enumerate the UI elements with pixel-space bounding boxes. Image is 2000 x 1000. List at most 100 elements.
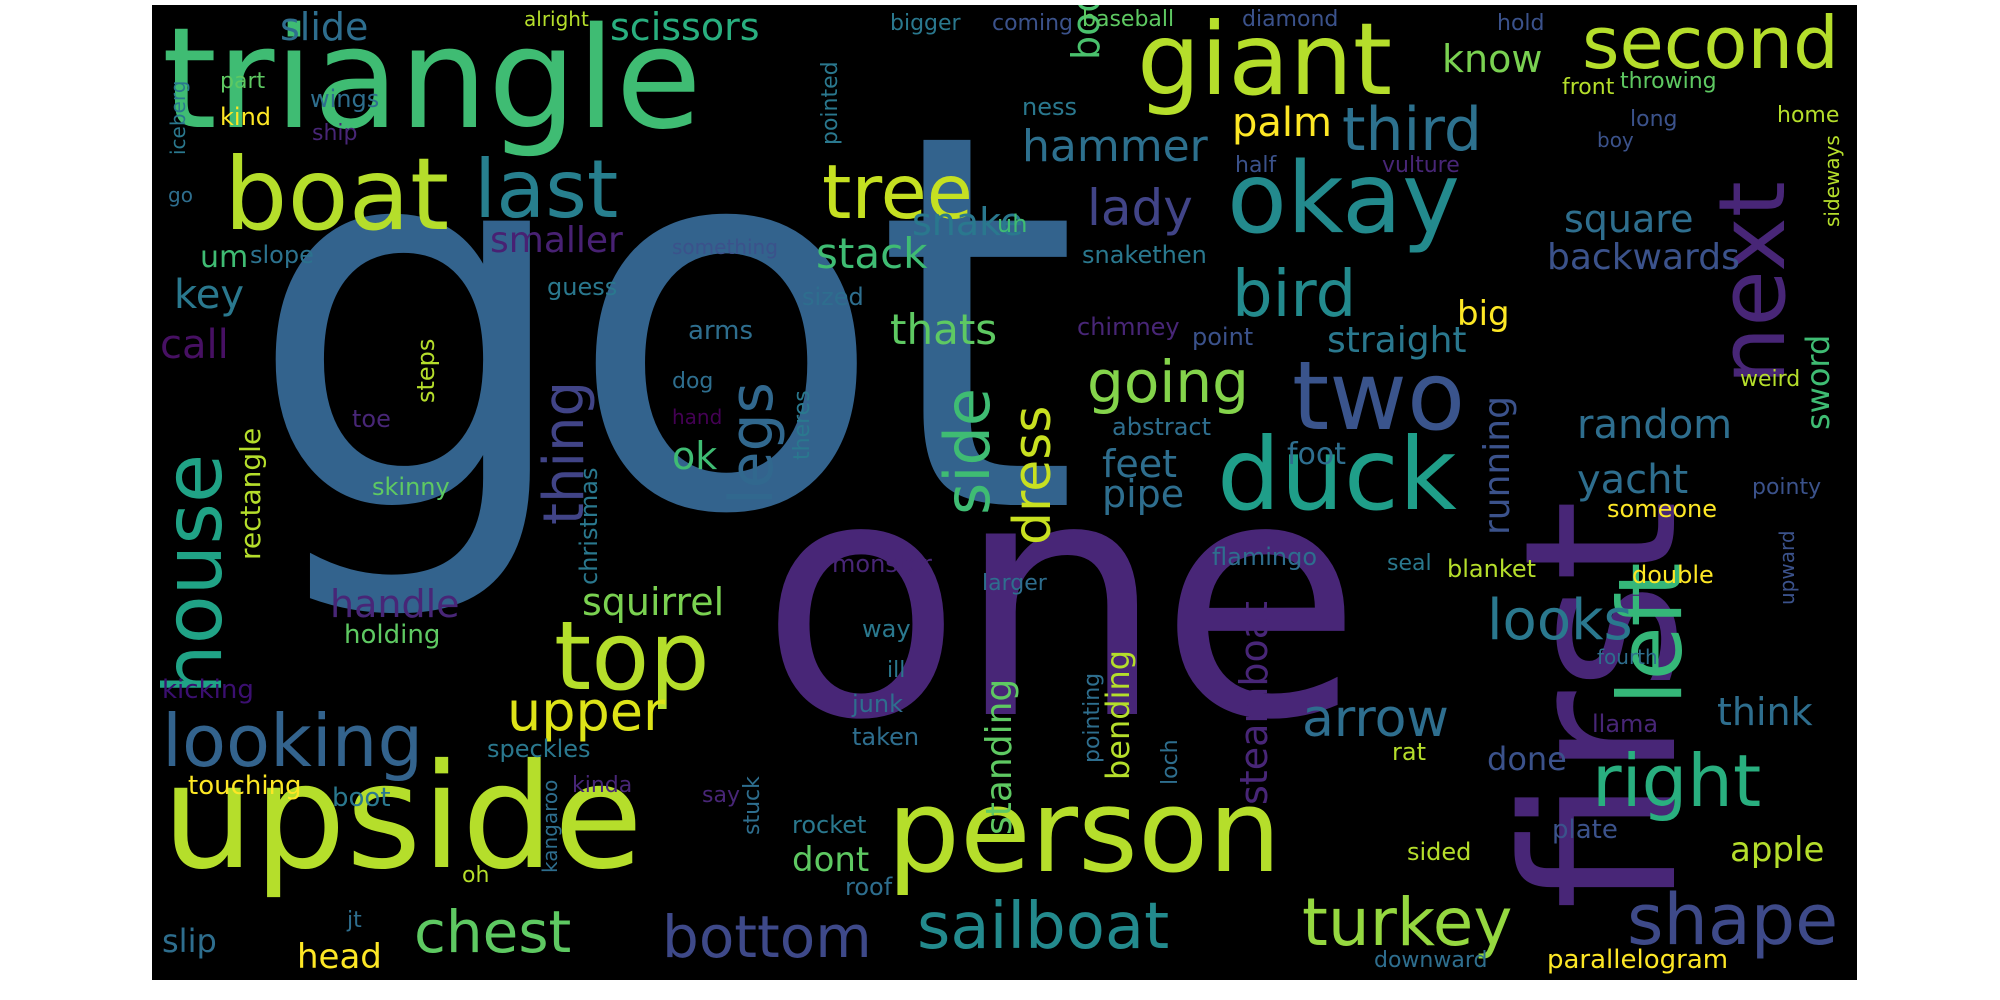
word-speckles: speckles: [487, 735, 591, 763]
word-iceberg: iceberg: [166, 80, 190, 155]
word-rectangle: rectangle: [234, 427, 267, 560]
word-dont: dont: [792, 840, 870, 880]
word-guess: guess: [547, 273, 618, 301]
word-duck: duck: [1217, 416, 1457, 533]
word-junk: junk: [852, 690, 903, 718]
word-slide: slide: [280, 5, 369, 49]
word-stuck: stuck: [740, 776, 765, 835]
word-sided: sided: [1407, 838, 1472, 866]
word-taken: taken: [852, 723, 920, 751]
word-arrow: arrow: [1302, 689, 1449, 749]
word-know: know: [1442, 37, 1543, 81]
word-last: last: [474, 143, 619, 236]
word-palm: palm: [1232, 100, 1332, 146]
word-dress: dress: [1003, 405, 1063, 545]
word-thats: thats: [890, 305, 998, 354]
word-shape: shape: [1627, 879, 1839, 961]
word-something: something: [672, 235, 778, 259]
word-top: top: [554, 602, 710, 712]
word-holding: holding: [344, 620, 441, 650]
word-loch: loch: [1158, 739, 1183, 785]
word-sword: sword: [1799, 334, 1837, 430]
word-upper: upper: [507, 680, 666, 743]
word-steps: steps: [412, 338, 440, 403]
word-roof: roof: [845, 873, 893, 901]
word-got: got: [247, 22, 1079, 628]
word-part: part: [220, 69, 266, 94]
word-backwards: backwards: [1547, 237, 1740, 278]
word-vulture: vulture: [1382, 153, 1460, 178]
word-sailboat: sailboat: [917, 890, 1170, 964]
word-ok: ok: [672, 434, 718, 478]
word-bending: bending: [1099, 649, 1137, 780]
word-diamond: diamond: [1242, 7, 1339, 32]
word-sized: sized: [802, 283, 864, 311]
word-um: um: [200, 240, 249, 275]
word-foot: foot: [1287, 437, 1347, 472]
word-legs: legs: [717, 382, 787, 505]
word-third: third: [1342, 95, 1482, 165]
word-scissors: scissors: [610, 5, 760, 49]
word-kinda: kinda: [572, 773, 633, 798]
word-uh: uh: [997, 210, 1028, 238]
word-apple: apple: [1730, 830, 1825, 870]
word-oh: oh: [462, 863, 490, 888]
word-slip: slip: [162, 922, 217, 960]
word-coming: coming: [992, 11, 1074, 36]
word-looking: looking: [162, 699, 424, 783]
word-ill: ill: [887, 658, 906, 683]
word-square: square: [1564, 197, 1694, 241]
word-second: second: [1582, 5, 1839, 85]
word-lady: lady: [1087, 179, 1193, 237]
word-hold: hold: [1497, 11, 1545, 36]
word-tree: tree: [822, 148, 973, 236]
word-plate: plate: [1552, 815, 1618, 845]
word-fourth: fourth: [1597, 645, 1658, 669]
word-someone: someone: [1607, 495, 1717, 523]
word-toe: toe: [352, 405, 391, 433]
word-double: double: [1632, 561, 1714, 589]
word-parallelogram: parallelogram: [1547, 945, 1729, 975]
word-giant: giant: [1137, 5, 1393, 118]
word-boot: boot: [332, 783, 391, 813]
word-dog: dog: [672, 369, 714, 394]
word-key: key: [174, 272, 245, 318]
word-slope: slope: [250, 241, 314, 269]
word-theres: theres: [790, 390, 815, 460]
word-seal: seal: [1387, 551, 1432, 576]
word-two: two: [1292, 342, 1466, 452]
word-house: house: [152, 453, 240, 695]
word-weird: weird: [1740, 367, 1801, 392]
word-christmas: christmas: [575, 467, 603, 585]
word-baseball: baseball: [1082, 7, 1175, 32]
word-running: running: [1477, 396, 1518, 535]
word-stack: stack: [816, 229, 928, 278]
word-arms: arms: [688, 316, 754, 346]
word-handle: handle: [330, 582, 460, 626]
word-pointy: pointy: [1752, 475, 1822, 500]
word-triangle: triangle: [162, 5, 702, 161]
word-smaller: smaller: [490, 220, 623, 261]
word-llama: llama: [1592, 710, 1659, 738]
word-way: way: [862, 615, 911, 643]
word-random: random: [1577, 402, 1733, 448]
word-ness: ness: [1022, 93, 1077, 121]
word-rat: rat: [1392, 738, 1426, 766]
word-call: call: [160, 322, 229, 368]
word-throwing: throwing: [1620, 69, 1717, 94]
word-upside: upside: [162, 733, 644, 902]
word-abstract: abstract: [1112, 413, 1212, 441]
word-done: done: [1487, 740, 1567, 778]
word-side: side: [931, 387, 1004, 515]
word-skinny: skinny: [372, 473, 450, 501]
word-kangaroo: kangaroo: [538, 779, 562, 873]
word-bottom: bottom: [662, 903, 872, 971]
word-downward: downward: [1374, 948, 1488, 973]
word-next: next: [1699, 181, 1806, 385]
word-snake: snake: [912, 200, 1024, 244]
word-blanket: blanket: [1447, 555, 1537, 583]
word-big: big: [1457, 294, 1510, 334]
word-one: one: [760, 408, 1362, 792]
word-sideways: sideways: [1820, 135, 1844, 227]
word-home: home: [1777, 103, 1840, 128]
